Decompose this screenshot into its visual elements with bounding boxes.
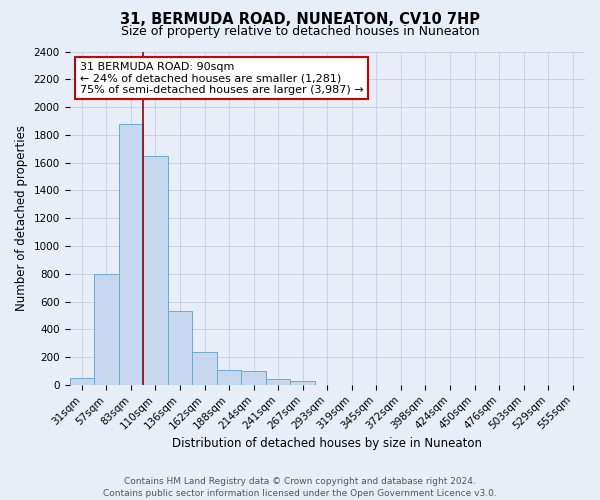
Bar	[143, 156, 168, 385]
Text: Contains HM Land Registry data © Crown copyright and database right 2024.
Contai: Contains HM Land Registry data © Crown c…	[103, 476, 497, 498]
Bar	[266, 380, 290, 385]
Bar	[94, 274, 119, 385]
Bar	[168, 311, 192, 385]
X-axis label: Distribution of detached houses by size in Nuneaton: Distribution of detached houses by size …	[172, 437, 482, 450]
Y-axis label: Number of detached properties: Number of detached properties	[15, 125, 28, 311]
Text: Size of property relative to detached houses in Nuneaton: Size of property relative to detached ho…	[121, 25, 479, 38]
Bar	[119, 124, 143, 385]
Text: 31, BERMUDA ROAD, NUNEATON, CV10 7HP: 31, BERMUDA ROAD, NUNEATON, CV10 7HP	[120, 12, 480, 28]
Bar	[217, 370, 241, 385]
Text: 31 BERMUDA ROAD: 90sqm
← 24% of detached houses are smaller (1,281)
75% of semi-: 31 BERMUDA ROAD: 90sqm ← 24% of detached…	[80, 62, 364, 94]
Bar	[290, 380, 315, 385]
Bar	[241, 371, 266, 385]
Bar	[192, 352, 217, 385]
Bar	[70, 378, 94, 385]
